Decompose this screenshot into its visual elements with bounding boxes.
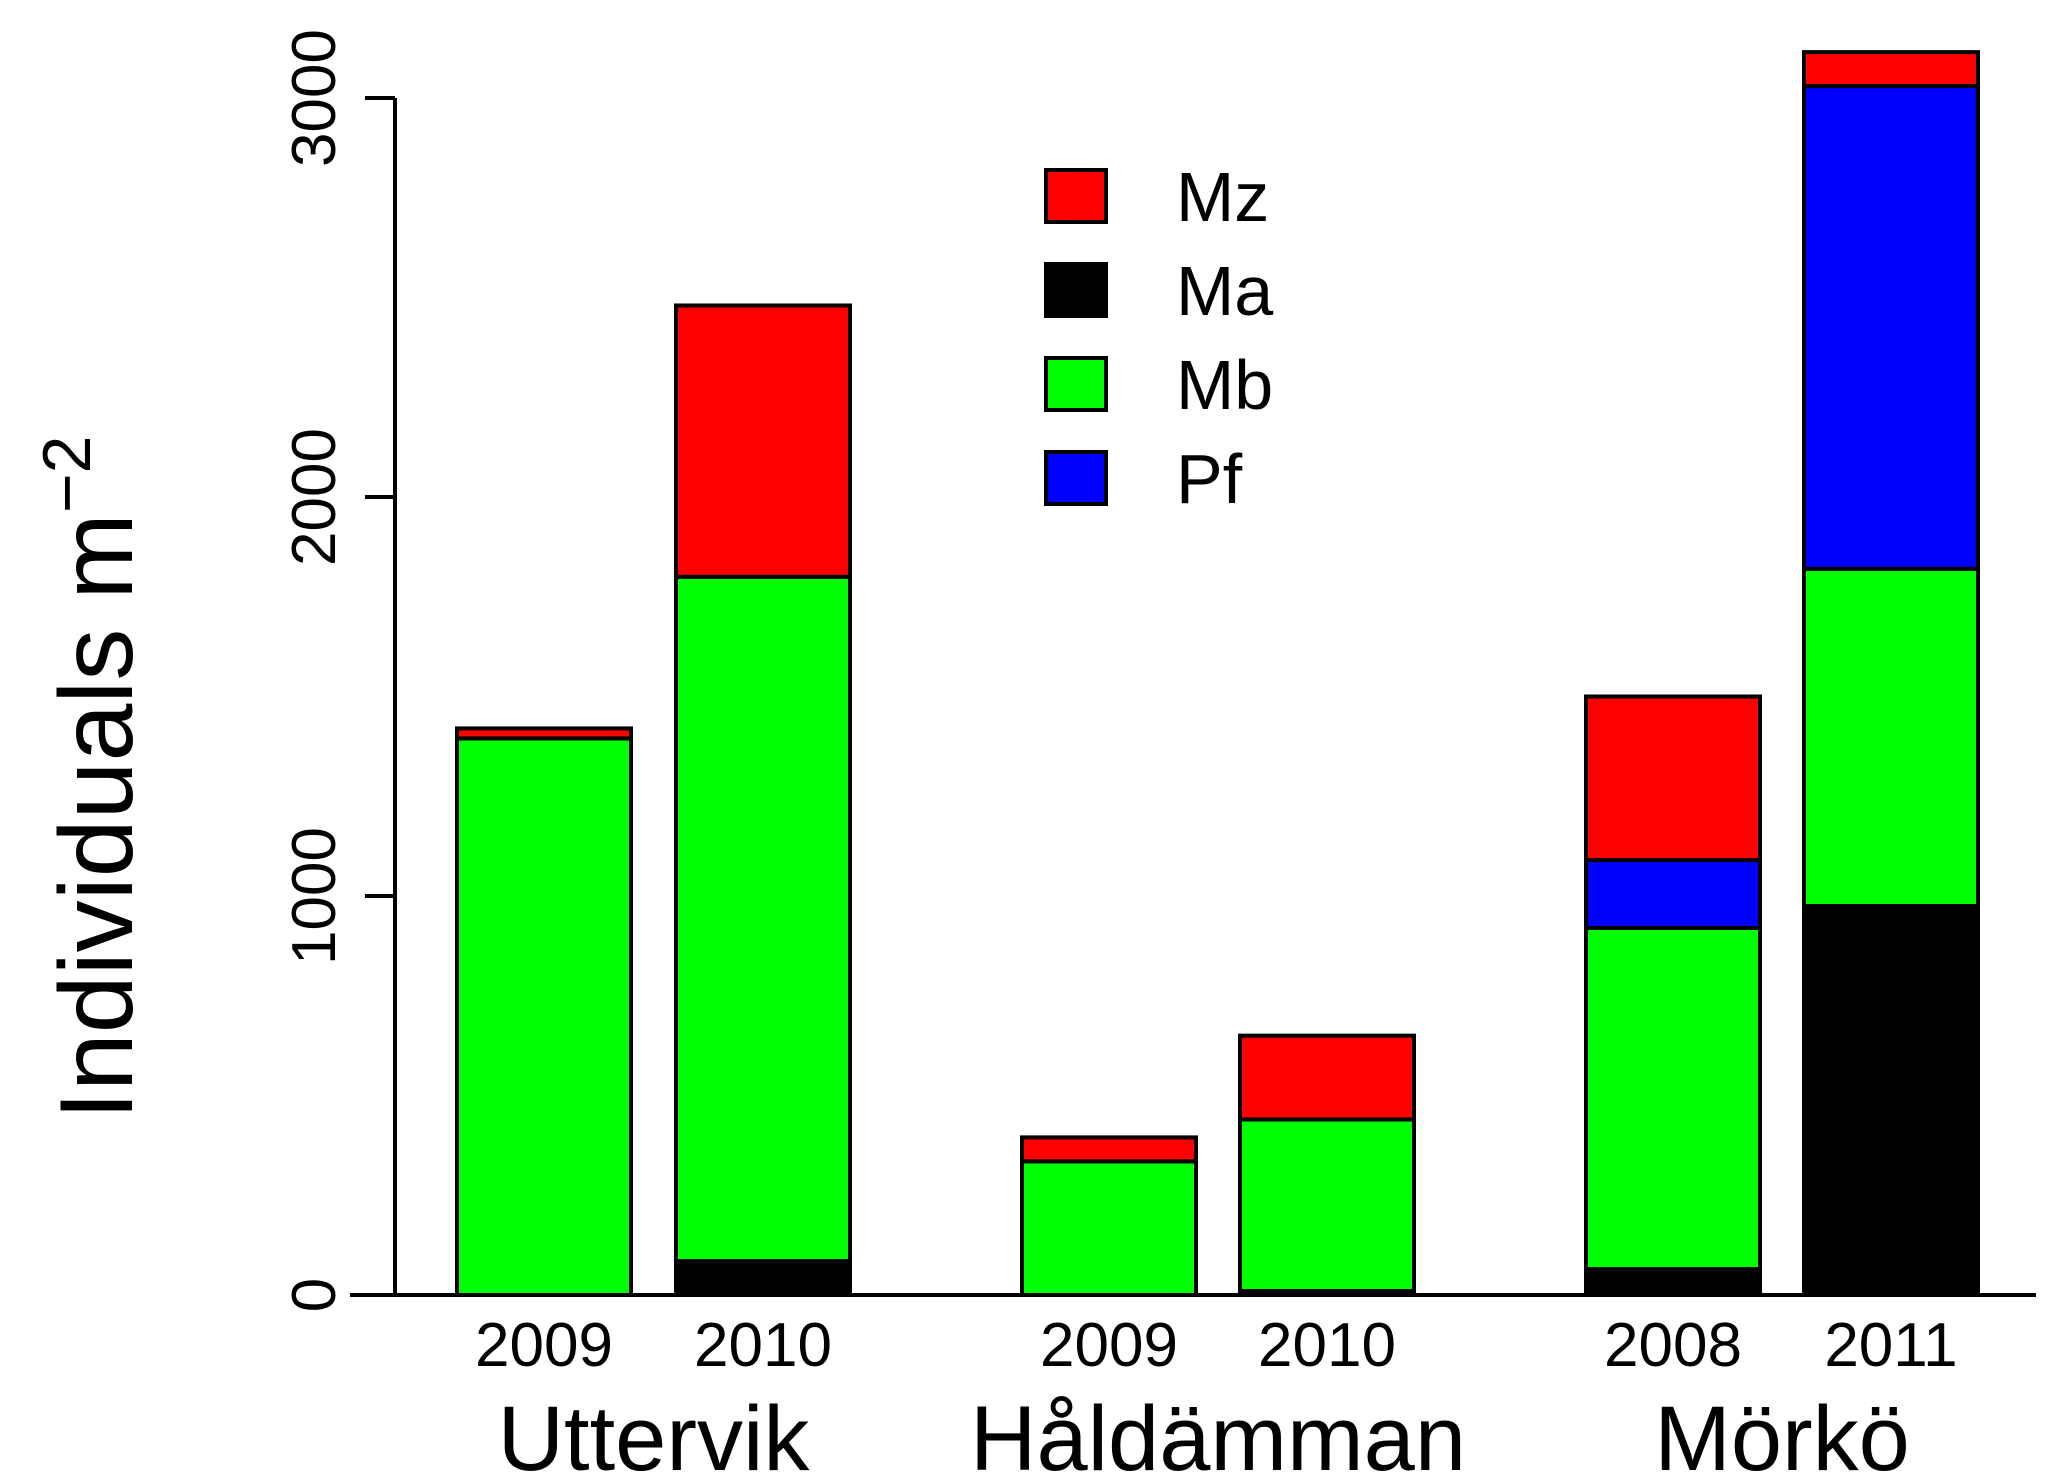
y-tick-label-0: 0: [280, 1278, 349, 1312]
x-year-label-uttervik-2010: 2010: [694, 1311, 832, 1380]
legend-swatch-mb: [1044, 356, 1108, 412]
bar-m-rk-2011-pf: [1802, 84, 1980, 571]
legend-label-ma: Ma: [1176, 252, 1273, 330]
bar-m-rk-2008-pf: [1584, 858, 1762, 930]
legend: Mz Ma Mb Pf: [1044, 158, 1273, 518]
y-axis-title: Individuals m−2: [29, 436, 155, 1120]
x-year-label-m-rk--2008: 2008: [1604, 1311, 1742, 1380]
legend-swatch-mz: [1044, 168, 1108, 224]
legend-swatch-pf: [1044, 450, 1108, 506]
x-group-label-1: Håldämman: [970, 1388, 1466, 1484]
bar-uttervik-2010-mz: [674, 303, 852, 579]
bars-layer: [455, 50, 1980, 1298]
bar-h-ld-mman-2009-mz: [1020, 1135, 1198, 1164]
bar-uttervik-2010-ma: [674, 1259, 852, 1297]
x-group-label-2: Mörkö: [1654, 1388, 1910, 1484]
x-axis-labels: 2009 2010 Uttervik 2009 2010 Håldämman 2008 201…: [475, 1311, 1958, 1484]
bar-h-ld-mman-2010-mz: [1238, 1033, 1416, 1122]
y-tick-label-2000: 2000: [280, 428, 349, 566]
x-year-label-m-rk--2011: 2011: [1824, 1311, 1957, 1380]
bar-m-rk-2011-mz: [1802, 50, 1980, 89]
y-axis-title-text: Individuals m: [39, 513, 155, 1120]
bar-uttervik-2010-mb: [674, 574, 852, 1264]
y-axis-title-superscript: −2: [29, 436, 105, 514]
legend-label-mz: Mz: [1176, 158, 1269, 236]
bar-m-rk-2011-mb: [1802, 566, 1980, 908]
bar-h-ld-mman-2009-mb: [1020, 1159, 1198, 1297]
bar-m-rk-2011-ma: [1802, 903, 1980, 1297]
y-axis: 0 1000 2000 3000: [280, 29, 397, 1312]
legend-label-mb: Mb: [1176, 346, 1273, 424]
x-year-label-uttervik-2009: 2009: [475, 1311, 613, 1380]
bar-m-rk-2008-mb: [1584, 925, 1762, 1272]
x-year-label-h-ld-mman-2009: 2009: [1040, 1311, 1178, 1380]
bar-m-rk-2008-mz: [1584, 694, 1762, 863]
bar-uttervik-2009-mb: [455, 736, 633, 1297]
legend-label-pf: Pf: [1176, 440, 1243, 518]
x-group-label-0: Uttervik: [498, 1388, 811, 1484]
y-tick-label-1000: 1000: [280, 827, 349, 965]
legend-swatch-ma: [1044, 262, 1108, 318]
x-year-label-h-ld-mman-2010: 2010: [1258, 1311, 1396, 1380]
bar-h-ld-mman-2010-mb: [1238, 1117, 1416, 1294]
bar-uttervik-2009-mz: [455, 726, 633, 741]
y-tick-label-3000: 3000: [280, 29, 349, 167]
bar-m-rk-2008-ma: [1584, 1267, 1762, 1297]
